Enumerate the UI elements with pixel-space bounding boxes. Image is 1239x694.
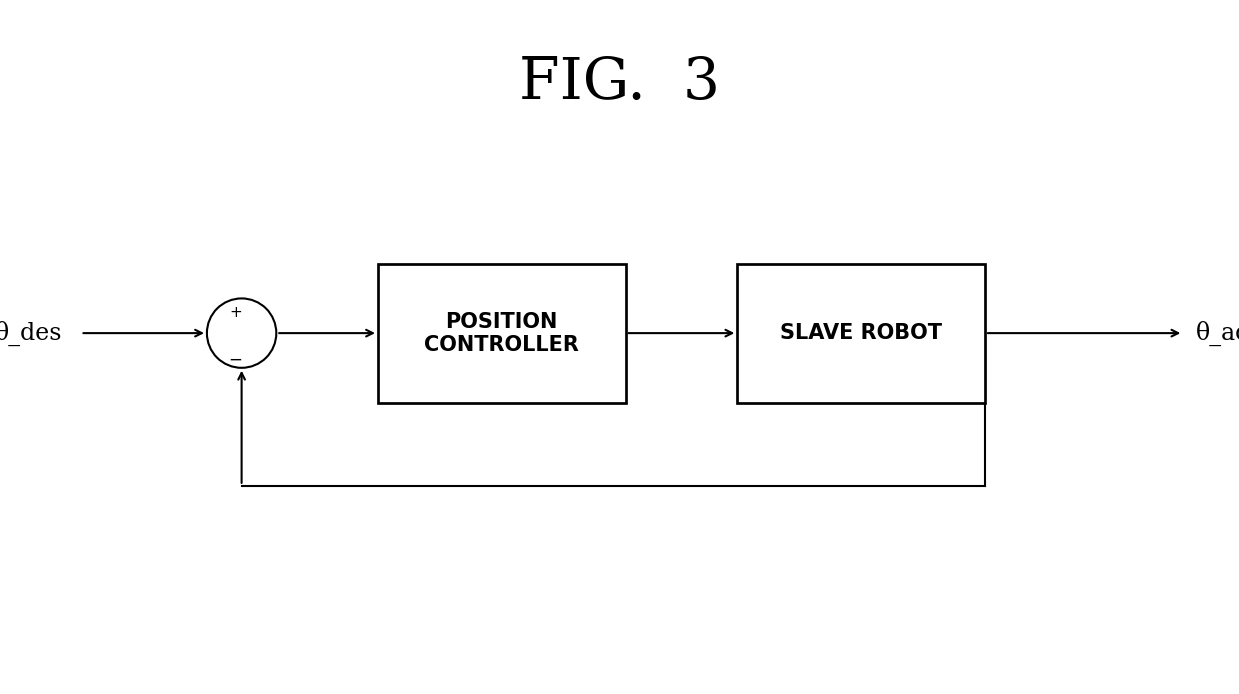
Bar <box>378 264 626 403</box>
Text: FIG.  3: FIG. 3 <box>519 56 720 111</box>
Text: θ_des: θ_des <box>0 321 62 346</box>
Text: θ_act: θ_act <box>1196 321 1239 346</box>
Bar <box>737 264 985 403</box>
Text: POSITION
CONTROLLER: POSITION CONTROLLER <box>424 312 580 355</box>
Text: −: − <box>228 350 243 368</box>
Text: +: + <box>229 305 242 320</box>
Text: SLAVE ROBOT: SLAVE ROBOT <box>781 323 942 343</box>
